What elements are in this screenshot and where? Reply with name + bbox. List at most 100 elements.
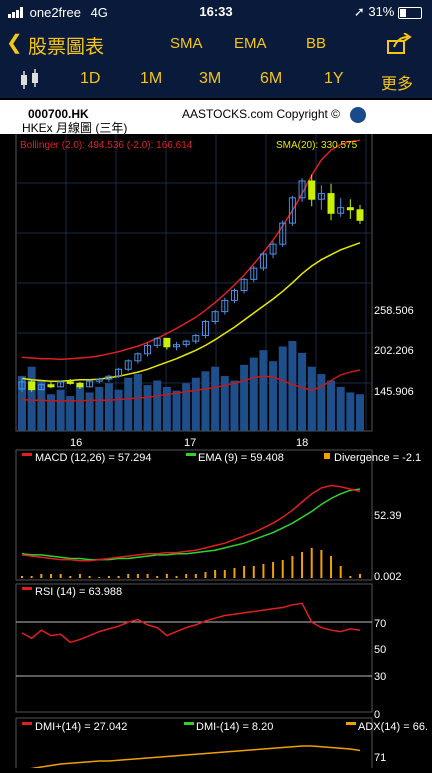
candle-body [308,180,316,200]
location-icon: ➚ [353,4,365,19]
candle-body [327,193,335,214]
candle-body [337,207,345,214]
battery-percent: 31% [368,4,395,19]
macd-panel [15,449,373,581]
bb-button[interactable]: BB [306,35,327,52]
divergence-label: Divergence = -2.1 [334,452,421,464]
volume-bar [124,377,133,431]
volume-bar [46,394,55,431]
divergence-bar [69,576,72,578]
price-tick-2: 202.206 [374,345,414,357]
candle-body [269,243,277,255]
macd-legend-swatch [22,453,32,456]
ema-button[interactable]: EMA [234,35,267,52]
status-bar: one2free 4G 16:33 ➚ 31% [0,0,432,26]
divergence-bar [175,576,178,578]
divergence-bar [117,576,120,578]
carrier-name: one2free [29,5,81,20]
divergence-bar [146,574,149,578]
divergence-bar [127,574,130,578]
tab-3m[interactable]: 3M [199,70,222,87]
divergence-bar [21,576,23,578]
volume-bar [66,396,75,431]
divergence-bar [320,550,323,578]
divergence-bar [243,566,246,578]
candle-body [76,382,84,388]
rsi-line [21,602,361,644]
volume-bar [18,375,26,431]
candle-body [182,340,190,346]
candle-body [153,337,161,346]
divergence-bar [78,574,81,578]
tab-6m[interactable]: 6M [260,70,283,87]
volume-bar [336,386,345,431]
rsi-tick-30: 30 [374,671,386,683]
divergence-bar [252,566,255,578]
candle-body [250,267,258,280]
macd-ema-line [21,488,361,561]
volume-bar [307,366,316,431]
divergence-bar [262,564,265,578]
dmi-minus-legend-swatch [184,722,194,725]
divergence-bar [291,556,294,578]
divergence-bar [98,577,101,578]
volume-bar [240,364,249,431]
volume-bar [211,366,220,431]
candles [18,174,364,392]
volume-bar [356,394,364,431]
candle-body [115,368,123,377]
chart-type-icon[interactable] [18,69,42,96]
dmi-minus-label: DMI-(14) = 8.20 [196,721,273,733]
back-chevron-icon[interactable]: ❮ [6,32,23,54]
volume-bar [153,380,162,431]
sma-button[interactable]: SMA [170,35,203,52]
volume-bar [298,352,307,431]
lower-bollinger-line [21,369,361,402]
tab-1y[interactable]: 1Y [324,70,344,87]
bollinger-label: Bollinger (2.0): 494.536 (-2.0): 166.614 [20,140,193,151]
divergence-bar [194,574,197,578]
divergence-bar [59,574,62,578]
volume-bar [230,380,239,431]
volume-bar [259,350,268,431]
macd-tick-1: 52.39 [374,510,402,522]
ema-label: EMA (9) = 59.408 [198,452,284,464]
top-nav: ❮ 股票圖表 SMA EMA BB [0,26,432,62]
divergence-bar [272,562,275,578]
share-icon[interactable] [386,32,412,60]
volume-bar [85,392,94,431]
tab-1m[interactable]: 1M [140,70,163,87]
chart-area[interactable]: 000700.HK 000700.HK AASTOCKS.com Copyrig… [0,100,432,773]
volume-bar [269,361,278,431]
volume-bar [172,390,181,431]
macd-tick-2: 0.002 [374,571,402,583]
volume-bar [143,385,152,431]
dmi-plus-legend-swatch [22,722,32,725]
battery-icon [398,6,422,19]
divergence-bar [30,576,33,578]
battery-status: ➚ 31% [354,4,422,20]
candle-body [240,278,248,292]
back-button[interactable]: 股票圖表 [28,37,105,58]
dmi-tick-71: 71 [374,752,386,764]
divergence-bar [349,576,352,578]
tab-1d[interactable]: 1D [80,70,101,87]
tab-more[interactable]: 更多 [381,76,414,93]
volume-bar [56,389,65,431]
divergence-bar [214,570,217,578]
stock-chart[interactable]: 000700.HK 000700.HK AASTOCKS.com Copyrig… [0,100,432,773]
volume-bars [18,341,364,431]
candle-body [57,381,65,388]
adx-legend-swatch [346,722,356,725]
volume-bar [191,377,200,431]
divergence-bar [165,574,168,578]
divergence-bar [156,576,159,578]
candle-body [201,320,209,337]
aastocks-logo-icon [350,107,366,123]
divergence-bar [310,548,313,578]
candle-body [317,193,325,200]
candle-body [221,299,229,313]
dmi-plus-label: DMI+(14) = 27.042 [35,721,127,733]
candle-body [66,381,74,384]
candle-body [346,207,354,211]
